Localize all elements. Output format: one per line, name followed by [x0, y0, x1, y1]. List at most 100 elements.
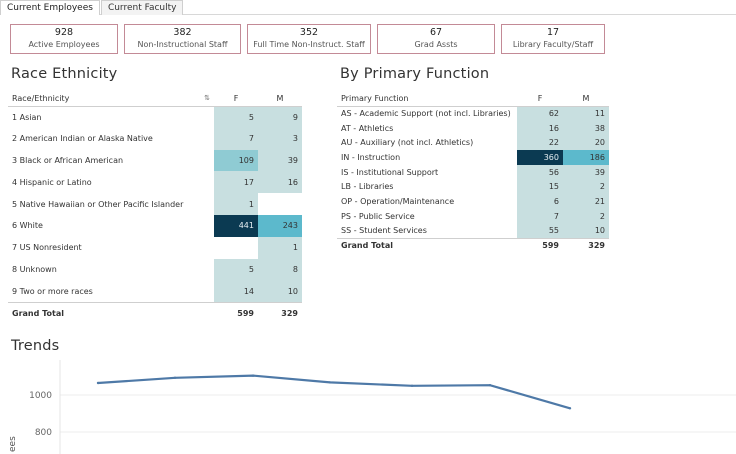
kpi-non-instructional-staff[interactable]: 382 Non-Instructional Staff	[124, 24, 241, 54]
cell-f[interactable]: 441	[214, 214, 258, 237]
kpi-grad-assts[interactable]: 67 Grad Assts	[377, 24, 495, 54]
cell-m[interactable]: 38	[563, 120, 609, 136]
table-row[interactable]: 8 Unknown 5 8	[8, 258, 302, 281]
cell-m[interactable]	[258, 193, 302, 215]
cell-m[interactable]: 243	[258, 214, 302, 237]
cell-m[interactable]: 11	[563, 106, 609, 121]
cell-m[interactable]: 39	[258, 149, 302, 172]
row-label: AU - Auxiliary (not incl. Athletics)	[341, 138, 474, 148]
table-row[interactable]: 1 Asian 5 9	[8, 106, 302, 128]
row-label: IN - Instruction	[341, 152, 401, 162]
table-row[interactable]: PS - Public Service 7 2	[337, 208, 609, 224]
cell-f[interactable]: 109	[214, 149, 258, 172]
cell-f[interactable]	[214, 237, 258, 259]
m-col-header: M	[258, 92, 302, 107]
row-label: 9 Two or more races	[12, 286, 93, 296]
table-row[interactable]: LB - Libraries 15 2	[337, 179, 609, 195]
trend-point[interactable]	[568, 407, 572, 410]
kpi-label: Grad Assts	[414, 40, 458, 49]
table-row[interactable]: AS - Academic Support (not incl. Librari…	[337, 106, 609, 121]
tab-bar: Current Employees Current Faculty	[0, 0, 736, 15]
table-row[interactable]: 7 US Nonresident 1	[8, 236, 302, 259]
cell-m[interactable]: 2	[563, 208, 609, 224]
tab-current-faculty[interactable]: Current Faculty	[100, 0, 184, 15]
primary-function-title: By Primary Function	[340, 66, 490, 82]
race-col-header-label: Race/Ethnicity	[12, 94, 70, 104]
table-row[interactable]: AT - Athletics 16 38	[337, 120, 609, 136]
trend-point[interactable]	[173, 376, 177, 379]
total-m: 329	[258, 301, 302, 324]
table-row[interactable]: 5 Native Hawaiian or Other Pacific Islan…	[8, 193, 302, 215]
f-col-header: F	[214, 92, 258, 107]
trend-point[interactable]	[96, 381, 100, 385]
cell-m[interactable]: 10	[258, 280, 302, 303]
trend-series-line[interactable]	[97, 374, 571, 410]
race-ethnicity-table: Race/Ethnicity ⇅ F M 1 Asian 5 9 2 American …	[8, 92, 302, 324]
y-tick-label: 800	[35, 428, 52, 438]
row-label: 1 Asian	[12, 112, 42, 122]
cell-m[interactable]: 10	[563, 223, 609, 239]
row-label: SS - Student Services	[341, 226, 427, 236]
cell-m[interactable]: 21	[563, 194, 609, 209]
cell-m[interactable]: 39	[563, 164, 609, 180]
y-tick-label: 1000	[29, 391, 52, 401]
cell-f[interactable]: 360	[517, 150, 563, 165]
function-col-header: Primary Function	[337, 92, 517, 107]
cell-f[interactable]: 14	[214, 280, 258, 303]
cell-f[interactable]: 6	[517, 194, 563, 209]
row-label: 5 Native Hawaiian or Other Pacific Islan…	[12, 199, 184, 209]
cell-m[interactable]: 186	[563, 150, 609, 165]
m-col-header: M	[563, 92, 609, 107]
row-label: 4 Hispanic or Latino	[12, 177, 92, 187]
total-m: 329	[563, 237, 609, 253]
cell-f[interactable]: 55	[517, 223, 563, 239]
trends-line-chart: 800 1000 ees	[8, 360, 736, 454]
cell-m[interactable]: 20	[563, 135, 609, 151]
kpi-label: Full Time Non-Instruct. Staff	[253, 40, 365, 49]
table-row[interactable]: 9 Two or more races 14 10	[8, 280, 302, 303]
cell-f[interactable]: 16	[517, 120, 563, 136]
table-row[interactable]: 4 Hispanic or Latino 17 16	[8, 171, 302, 194]
row-label: OP - Operation/Maintenance	[341, 196, 455, 206]
cell-f[interactable]: 1	[214, 193, 258, 215]
kpi-full-time-non-instruct-staff[interactable]: 352 Full Time Non-Instruct. Staff	[247, 24, 371, 54]
cell-f[interactable]: 5	[214, 106, 258, 128]
row-label: AS - Academic Support (not incl. Librari…	[341, 109, 511, 119]
table-row[interactable]: IN - Instruction 360 186	[337, 150, 609, 165]
cell-m[interactable]: 16	[258, 171, 302, 194]
cell-m[interactable]: 1	[258, 236, 302, 259]
cell-m[interactable]: 2	[563, 179, 609, 195]
total-label: Grand Total	[337, 237, 517, 253]
race-col-header[interactable]: Race/Ethnicity ⇅	[8, 92, 214, 107]
table-row[interactable]: SS - Student Services 55 10	[337, 223, 609, 239]
cell-m[interactable]: 8	[258, 258, 302, 281]
race-ethnicity-title: Race Ethnicity	[11, 66, 118, 82]
table-row[interactable]: IS - Institutional Support 56 39	[337, 164, 609, 180]
table-row[interactable]: OP - Operation/Maintenance 6 21	[337, 194, 609, 209]
cell-f[interactable]: 15	[517, 179, 563, 195]
cell-f[interactable]: 62	[517, 106, 563, 121]
cell-f[interactable]: 5	[214, 258, 258, 281]
kpi-active-employees[interactable]: 928 Active Employees	[10, 24, 118, 54]
table-row[interactable]: 6 White 441 243	[8, 214, 302, 237]
kpi-library-faculty-staff[interactable]: 17 Library Faculty/Staff	[501, 24, 605, 54]
trends-title: Trends	[11, 338, 60, 354]
cell-f[interactable]: 56	[517, 164, 563, 180]
trend-point[interactable]	[410, 384, 414, 387]
trend-point[interactable]	[328, 381, 332, 384]
grand-total-row: Grand Total 599 329	[8, 301, 302, 324]
table-row[interactable]: 2 American Indian or Alaska Native 7 3	[8, 127, 302, 150]
trend-point[interactable]	[251, 374, 255, 377]
cell-f[interactable]: 7	[517, 208, 563, 224]
sort-icon[interactable]: ⇅	[204, 94, 210, 103]
table-row[interactable]: 3 Black or African American 109 39	[8, 149, 302, 172]
tab-current-employees[interactable]: Current Employees	[0, 0, 100, 15]
cell-f[interactable]: 17	[214, 171, 258, 194]
table-row[interactable]: AU - Auxiliary (not incl. Athletics) 22 20	[337, 135, 609, 151]
cell-f[interactable]: 22	[517, 135, 563, 151]
cell-m[interactable]: 3	[258, 127, 302, 150]
cell-m[interactable]: 9	[258, 106, 302, 128]
trend-point[interactable]	[488, 384, 492, 387]
cell-f[interactable]: 7	[214, 127, 258, 150]
grand-total-row: Grand Total 599 329	[337, 237, 609, 253]
